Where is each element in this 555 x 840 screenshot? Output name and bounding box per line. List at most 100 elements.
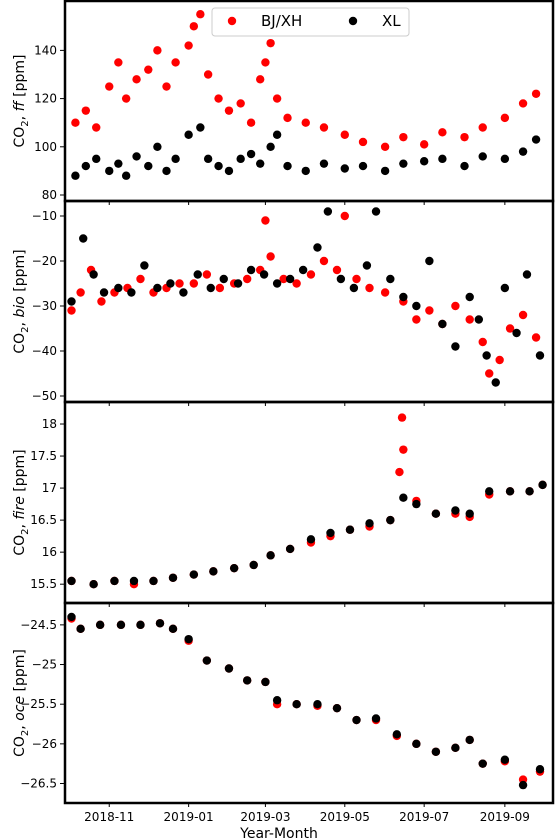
y-tick-label: 140 [34, 43, 57, 57]
y-tick-label: −24.5 [20, 618, 57, 632]
data-point [285, 544, 295, 554]
y-tick-label: −20 [32, 254, 57, 268]
data-point [171, 154, 180, 164]
data-point [531, 333, 541, 342]
data-point [345, 525, 355, 534]
data-point [233, 279, 243, 288]
data-point [306, 535, 316, 544]
data-point [246, 149, 256, 159]
legend-label: XL [382, 12, 401, 30]
data-point [371, 207, 381, 216]
data-point [224, 166, 234, 176]
data-point [336, 274, 346, 284]
data-point [272, 94, 282, 103]
data-point [500, 755, 510, 764]
data-point [121, 94, 131, 103]
data-point [380, 166, 390, 176]
data-point [203, 70, 213, 79]
y-tick-label: 80 [42, 188, 57, 202]
data-point [478, 152, 487, 161]
data-point [538, 480, 547, 490]
data-point [460, 132, 469, 142]
y-label-unit: [ppm] [12, 55, 28, 97]
data-point [340, 130, 349, 139]
data-point [340, 211, 349, 221]
data-point [105, 166, 114, 176]
y-tick-label: 100 [34, 140, 57, 154]
data-point [219, 274, 228, 284]
data-point [67, 612, 76, 622]
data-point [229, 563, 239, 573]
data-point [349, 283, 359, 293]
panel-frame [63, 601, 555, 805]
data-point [535, 765, 545, 774]
data-point [358, 161, 368, 171]
y-label-variable: ff [12, 99, 28, 111]
data-point [283, 161, 292, 171]
data-point [89, 579, 98, 589]
data-point [105, 82, 114, 91]
data-point [67, 306, 76, 315]
data-point [465, 509, 474, 518]
data-point [419, 140, 429, 149]
data-point [140, 261, 149, 270]
legend-label: BJ/XH [261, 12, 302, 30]
data-point [399, 159, 408, 168]
data-point [175, 279, 184, 288]
data-point [266, 551, 275, 560]
data-point [246, 118, 256, 127]
y-tick-label: −50 [32, 389, 57, 403]
data-point [319, 123, 329, 132]
data-point [272, 696, 282, 705]
y-label-prefix: CO [12, 127, 28, 148]
legend-marker [227, 16, 237, 26]
data-point [266, 142, 275, 151]
data-point [531, 89, 541, 98]
data-point [184, 634, 193, 644]
data-point [362, 261, 372, 270]
y-label-unit: [ppm] [12, 649, 28, 691]
data-point [313, 243, 322, 252]
data-point [99, 288, 109, 297]
data-point [313, 699, 322, 709]
data-point [319, 159, 329, 168]
data-point [386, 515, 395, 525]
data-point [451, 342, 460, 351]
data-point [256, 159, 265, 168]
data-point [76, 624, 85, 634]
data-point [474, 315, 484, 324]
data-point [285, 274, 295, 284]
y-tick-label: −40 [32, 344, 57, 358]
data-point [168, 573, 178, 582]
data-point [491, 378, 500, 387]
data-point [272, 130, 282, 139]
data-point [155, 619, 165, 628]
data-point [144, 65, 153, 74]
data-point [340, 164, 349, 173]
data-point [380, 142, 390, 151]
x-tick-label: 2019-03 [240, 810, 290, 824]
y-tick-label: 120 [34, 92, 57, 106]
data-point [236, 154, 245, 164]
data-point [184, 130, 193, 139]
data-point [465, 292, 474, 302]
data-point [500, 283, 510, 293]
data-point [246, 265, 256, 275]
data-point [332, 703, 342, 713]
data-point [365, 283, 374, 293]
x-tick-label: 2019-09 [480, 810, 530, 824]
data-point [132, 152, 141, 161]
data-point [144, 161, 153, 171]
legend-marker [348, 16, 358, 26]
data-point [114, 283, 123, 293]
data-point [71, 171, 80, 180]
y-tick-label: −10 [32, 209, 57, 223]
data-point [505, 324, 515, 333]
data-point [397, 413, 407, 422]
data-point [365, 519, 374, 528]
data-point [298, 265, 308, 275]
y-label-variable: bio [12, 296, 28, 317]
data-point [292, 279, 301, 288]
y-tick-label: −26 [32, 737, 57, 751]
